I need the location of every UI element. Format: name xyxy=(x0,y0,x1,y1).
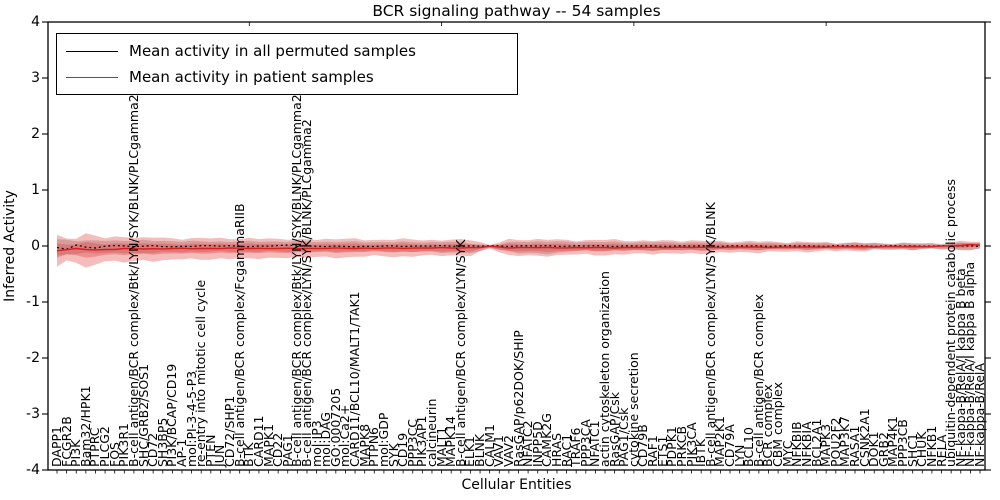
y-tick-label: -1 xyxy=(26,294,40,310)
x-tick-label: B-cell antigen/BCR complex/LYN/SYK xyxy=(452,239,468,467)
y-tick-label: 0 xyxy=(31,238,40,254)
chart-title: BCR signaling pathway -- 54 samples xyxy=(372,2,661,20)
y-tick-label: 3 xyxy=(31,70,40,86)
x-tick-label: NF-kappa-B/RelA xyxy=(972,363,987,467)
y-tick-label: 2 xyxy=(31,126,40,142)
patient-std-band-inner xyxy=(57,242,980,258)
legend-line-red xyxy=(66,76,118,78)
y-tick-label: 4 xyxy=(31,14,40,30)
x-tick-label: B-cell antigen/BCR complex/FcgammaRIIB xyxy=(231,203,247,467)
y-tick-label: -2 xyxy=(26,350,40,366)
patient-mean-line xyxy=(56,243,981,252)
legend: Mean activity in all permuted samples Me… xyxy=(56,33,518,95)
legend-label-permuted: Mean activity in all permuted samples xyxy=(129,42,416,60)
patient-std-band-outer xyxy=(57,233,980,268)
x-axis-label: Cellular Entities xyxy=(461,477,572,493)
legend-line-black xyxy=(66,50,118,52)
y-tick-label: -3 xyxy=(26,406,40,422)
y-axis-label: Inferred Activity xyxy=(2,190,18,302)
legend-row-permuted: Mean activity in all permuted samples xyxy=(57,42,517,60)
y-tick-label: 1 xyxy=(31,182,40,198)
permuted-mean-line xyxy=(56,244,981,250)
x-tick-label: B-cell antigen/BCR complex/LYN/SYK/BLNK/… xyxy=(298,119,314,467)
legend-row-patient: Mean activity in patient samples xyxy=(57,68,517,86)
y-tick-label: -4 xyxy=(26,462,40,478)
legend-label-patient: Mean activity in patient samples xyxy=(129,68,374,86)
